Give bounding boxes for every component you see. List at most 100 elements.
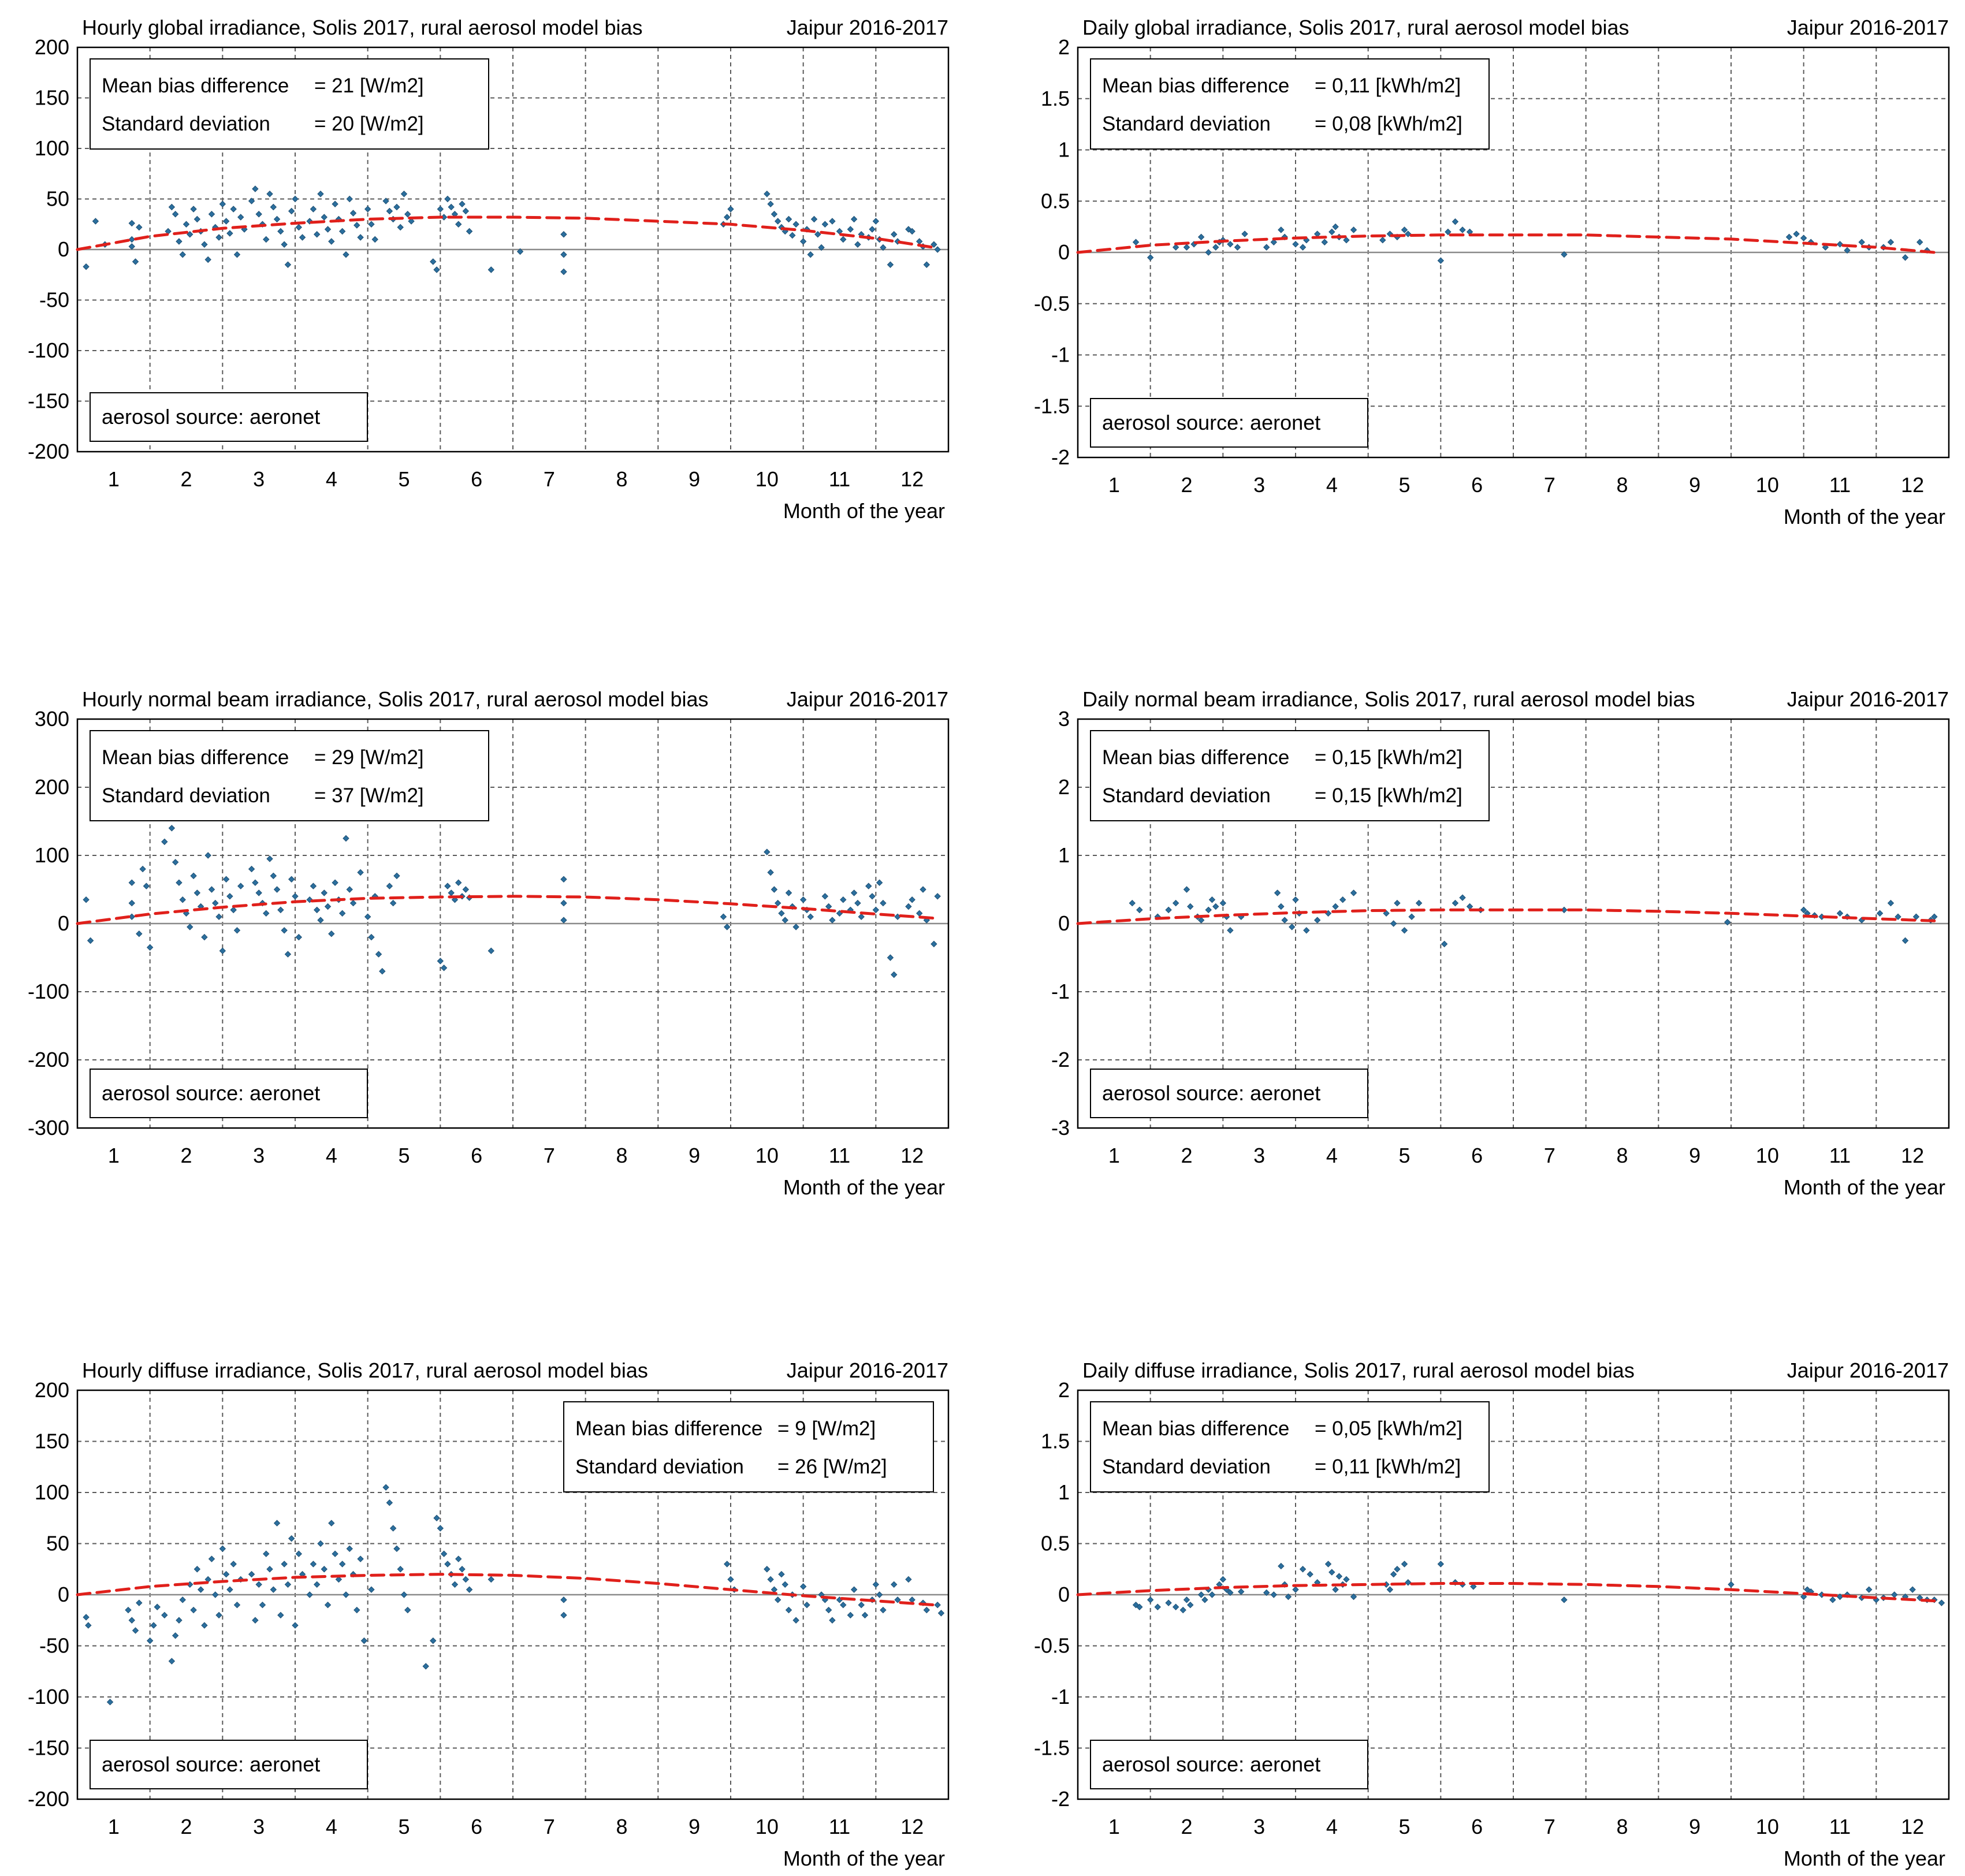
data-point xyxy=(1270,1591,1278,1598)
data-point xyxy=(1445,228,1452,236)
chart-title: Hourly diffuse irradiance, Solis 2017, r… xyxy=(82,1358,648,1382)
y-tick-label: -1.5 xyxy=(1034,1736,1070,1760)
data-point xyxy=(1408,913,1415,920)
data-point xyxy=(252,879,259,886)
data-point xyxy=(1281,917,1288,924)
data-point xyxy=(368,1586,375,1593)
data-point xyxy=(1147,1596,1154,1603)
data-point xyxy=(1208,896,1216,903)
data-point xyxy=(767,869,774,876)
x-tick-label: 7 xyxy=(1544,473,1555,497)
data-point xyxy=(1437,257,1445,264)
standard-deviation-label: Standard deviation xyxy=(102,113,270,135)
data-point xyxy=(767,1576,774,1583)
data-point xyxy=(1909,1586,1916,1593)
data-point xyxy=(440,1550,448,1557)
data-point xyxy=(560,251,567,258)
stats-box: Mean bias difference = 9 [W/m2] Standard d… xyxy=(563,1401,934,1492)
data-point xyxy=(909,228,915,235)
data-point xyxy=(433,1514,440,1521)
data-point xyxy=(466,1586,473,1593)
data-point xyxy=(321,1566,328,1573)
y-tick-label: 0 xyxy=(1058,911,1070,935)
data-point xyxy=(422,1663,429,1670)
y-tick-label: 1 xyxy=(1058,138,1070,162)
data-point xyxy=(774,218,781,225)
data-point xyxy=(1452,899,1459,907)
data-point xyxy=(1285,1593,1292,1600)
x-tick-label: 2 xyxy=(1181,1144,1192,1167)
data-point xyxy=(266,855,273,862)
data-point xyxy=(215,234,222,241)
data-point xyxy=(230,1561,237,1568)
data-point xyxy=(1350,226,1357,233)
data-point xyxy=(727,1576,734,1583)
data-point xyxy=(193,889,201,896)
data-point xyxy=(799,896,807,903)
data-point xyxy=(219,1545,226,1553)
data-point xyxy=(1350,1593,1357,1600)
data-point xyxy=(404,1606,411,1614)
data-point xyxy=(92,218,99,225)
data-point xyxy=(255,1581,262,1588)
data-point xyxy=(204,852,211,859)
data-point xyxy=(343,835,349,842)
x-tick-label: 3 xyxy=(253,1144,265,1167)
data-point xyxy=(1887,899,1895,907)
y-tick-label: 1 xyxy=(1058,1480,1070,1504)
x-tick-label: 1 xyxy=(1108,473,1120,497)
data-point xyxy=(1197,233,1205,241)
data-point xyxy=(364,206,371,213)
standard-deviation-value: = 26 [W/m2] xyxy=(777,1456,887,1478)
x-tick-label: 1 xyxy=(108,1815,120,1838)
data-point xyxy=(263,1550,270,1557)
y-tick-label: -2 xyxy=(1051,1048,1070,1071)
data-point xyxy=(937,1610,945,1617)
x-tick-label: 10 xyxy=(1756,1144,1779,1167)
x-tick-label: 10 xyxy=(756,1144,779,1167)
data-point xyxy=(132,1627,139,1634)
y-tick-label: 50 xyxy=(46,1532,69,1555)
data-point xyxy=(281,1561,288,1568)
data-point xyxy=(168,203,176,211)
data-point xyxy=(324,1601,332,1609)
chart-title: Daily normal beam irradiance, Solis 2017… xyxy=(1082,687,1695,711)
x-tick-label: 11 xyxy=(1829,473,1851,497)
standard-deviation-value: = 37 [W/m2] xyxy=(314,784,424,807)
data-point xyxy=(778,224,785,231)
data-point xyxy=(792,924,799,930)
data-point xyxy=(128,899,135,907)
data-point xyxy=(338,228,346,235)
data-point xyxy=(179,896,186,903)
data-point xyxy=(891,971,898,978)
data-point xyxy=(872,218,880,225)
x-tick-label: 1 xyxy=(108,1144,120,1167)
x-tick-label: 10 xyxy=(756,1815,779,1838)
mean-bias-value: = 0,11 [kWh/m2] xyxy=(1315,75,1461,97)
data-point xyxy=(212,899,219,907)
stats-box-frame xyxy=(90,730,489,821)
y-tick-label: -1 xyxy=(1051,1685,1070,1708)
mean-bias-value: = 21 [W/m2] xyxy=(314,75,424,97)
data-point xyxy=(821,221,829,228)
stats-box: Mean bias difference = 0,15 [kWh/m2] Stand… xyxy=(1090,730,1490,821)
data-point xyxy=(237,214,244,221)
data-point xyxy=(281,241,288,248)
stats-box-frame xyxy=(90,58,489,150)
data-point xyxy=(328,930,335,937)
data-point xyxy=(136,224,143,231)
data-point xyxy=(1332,1586,1339,1593)
y-tick-label: 0.5 xyxy=(1041,1532,1070,1555)
data-point xyxy=(764,191,771,198)
x-tick-label: 10 xyxy=(756,467,779,491)
data-point xyxy=(295,933,302,941)
chart-panel-5: Hourly diffuse irradiance, Solis 2017, r… xyxy=(28,1358,950,1870)
x-tick-label: 4 xyxy=(326,1815,337,1838)
aerosol-note-frame xyxy=(1090,1069,1368,1118)
data-point xyxy=(854,899,861,907)
data-point xyxy=(451,1581,459,1588)
data-point xyxy=(785,215,792,223)
data-point xyxy=(201,241,208,248)
data-point xyxy=(273,886,281,893)
data-point xyxy=(382,1484,389,1491)
